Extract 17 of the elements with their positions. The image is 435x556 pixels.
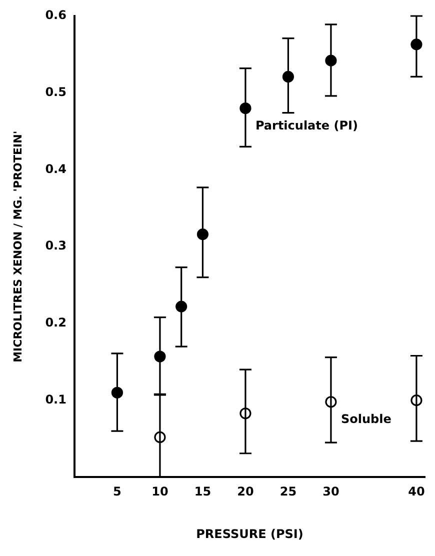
y-tick-label: 0.5	[45, 84, 66, 99]
x-tick-label: 5	[113, 484, 122, 499]
x-tick-label: 30	[322, 484, 340, 499]
y-tick-label: 0.6	[45, 8, 66, 22]
x-tick-label: 25	[280, 484, 297, 499]
x-tick-label: 40	[408, 484, 425, 499]
y-tick-label: 0.2	[45, 316, 66, 330]
y-tick-label: 0.3	[45, 238, 66, 253]
x-tick-label: 15	[194, 484, 212, 499]
series-label: Particulate (PI)	[255, 118, 358, 132]
x-tick-label: 10	[152, 484, 168, 499]
y-axis-title: MICROLITRES XENON / MG. 'PROTEIN'	[11, 130, 24, 362]
x-axis-title: PRESSURE (PSI)	[196, 526, 304, 541]
y-tick-label: 0.4	[45, 162, 66, 176]
y-tick-label: 0.1	[45, 392, 66, 406]
x-tick-label: 20	[237, 484, 254, 499]
series-label: Soluble	[340, 412, 392, 426]
